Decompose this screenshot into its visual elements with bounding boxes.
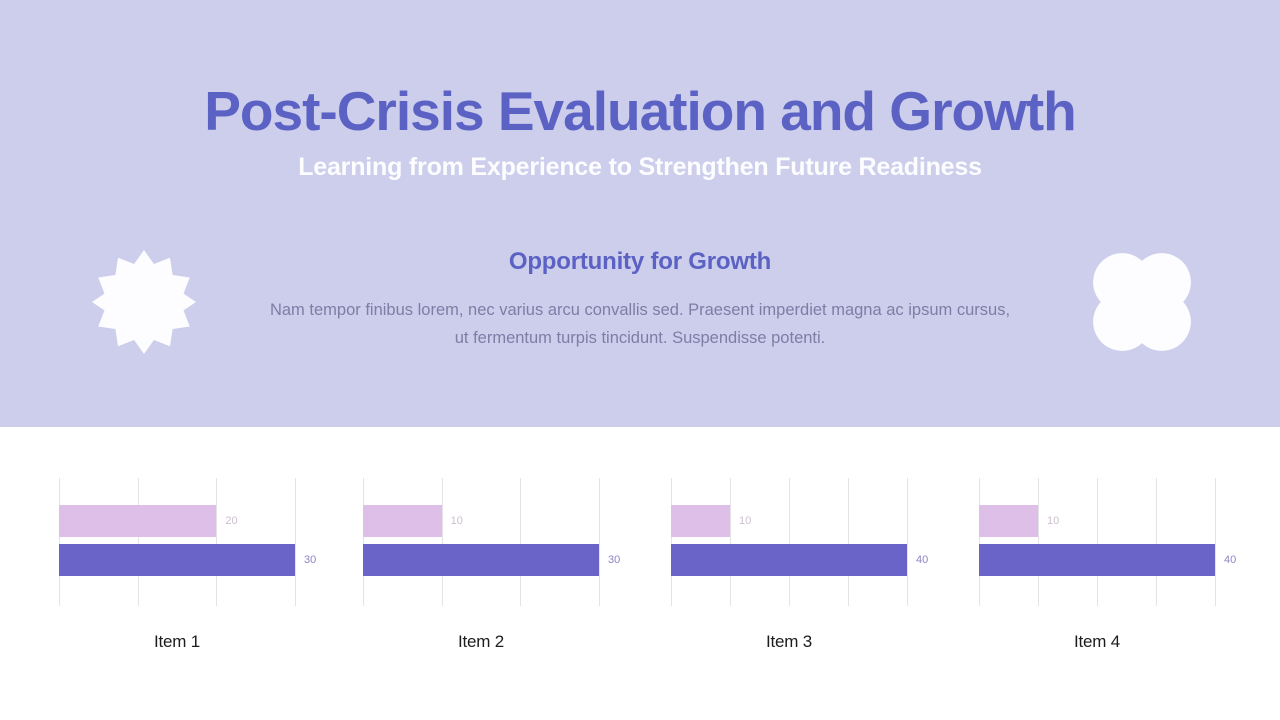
chart-gridline — [520, 478, 522, 606]
chart-bar[interactable] — [671, 544, 907, 576]
chart-gridline — [848, 478, 849, 606]
chart-plot-area: 20 30 — [59, 478, 316, 606]
chart-plot-area: 10 30 — [363, 478, 620, 606]
chart-group: 10 40 Item 3 — [661, 478, 967, 658]
clover-icon — [1090, 250, 1194, 354]
chart-bar-row: 40 — [979, 544, 1236, 576]
chart-gridline — [599, 478, 600, 606]
chart-bar-value-label: 40 — [916, 554, 929, 566]
body-paragraph: Nam tempor finibus lorem, nec varius arc… — [269, 301, 1011, 347]
chart-bar[interactable] — [979, 505, 1038, 537]
bar-chart-panels: 20 30 Item 1 10 30 Item 2 10 40 Item 3 10 40 Item 4 — [0, 427, 1280, 720]
chart-bar-row: 30 — [59, 544, 316, 576]
chart-bar-row: 10 — [363, 505, 599, 537]
chart-bar-value-label: 20 — [225, 515, 238, 527]
chart-gridline — [907, 478, 908, 606]
chart-gridline — [295, 478, 296, 606]
chart-bar[interactable] — [979, 544, 1215, 576]
chart-group: 10 40 Item 4 — [969, 478, 1275, 658]
page-title: Post-Crisis Evaluation and Growth — [204, 80, 1077, 142]
chart-category-label: Item 2 — [457, 632, 505, 651]
chart-gridline — [1038, 478, 1039, 606]
chart-category-label: Item 4 — [1073, 632, 1121, 651]
chart-gridline — [441, 478, 443, 606]
chart-gridline — [979, 478, 980, 606]
chart-category-label: Item 1 — [153, 632, 201, 651]
chart-bar-value-label: 10 — [1047, 515, 1060, 527]
starburst-icon — [92, 250, 196, 354]
chart-bar-value-label: 30 — [608, 554, 621, 566]
chart-gridline — [137, 478, 139, 606]
chart-bar[interactable] — [671, 505, 730, 537]
chart-plot-area: 10 40 — [979, 478, 1236, 606]
chart-gridline — [59, 478, 60, 606]
chart-gridline — [789, 478, 790, 606]
chart-bar-row: 10 — [671, 505, 907, 537]
chart-gridline — [1156, 478, 1157, 606]
chart-gridline — [1215, 478, 1216, 606]
hero-banner: Post-Crisis Evaluation and Growth Learni… — [0, 0, 1280, 427]
chart-bar[interactable] — [363, 544, 599, 576]
chart-category-label: Item 3 — [765, 632, 813, 651]
chart-group: 10 30 Item 2 — [353, 478, 659, 658]
chart-bar[interactable] — [59, 544, 295, 576]
chart-bar[interactable] — [363, 505, 442, 537]
chart-plot-area: 10 40 — [671, 478, 928, 606]
chart-gridline — [671, 478, 672, 606]
chart-bar[interactable] — [59, 505, 217, 537]
chart-bar-row: 30 — [363, 544, 620, 576]
chart-gridline — [216, 478, 218, 606]
chart-bar-value-label: 10 — [739, 515, 752, 527]
chart-bar-row: 40 — [671, 544, 928, 576]
chart-gridline — [730, 478, 731, 606]
page-subtitle: Learning from Experience to Strengthen F… — [298, 153, 982, 181]
section-heading: Opportunity for Growth — [508, 248, 772, 275]
chart-gridline — [1097, 478, 1098, 606]
chart-gridline — [363, 478, 364, 606]
chart-bar-row: 10 — [979, 505, 1215, 537]
chart-bar-value-label: 40 — [1224, 554, 1237, 566]
chart-bar-row: 20 — [59, 505, 295, 537]
chart-bar-value-label: 10 — [450, 515, 463, 527]
chart-bar-value-label: 30 — [304, 554, 317, 566]
chart-group: 20 30 Item 1 — [49, 478, 355, 658]
